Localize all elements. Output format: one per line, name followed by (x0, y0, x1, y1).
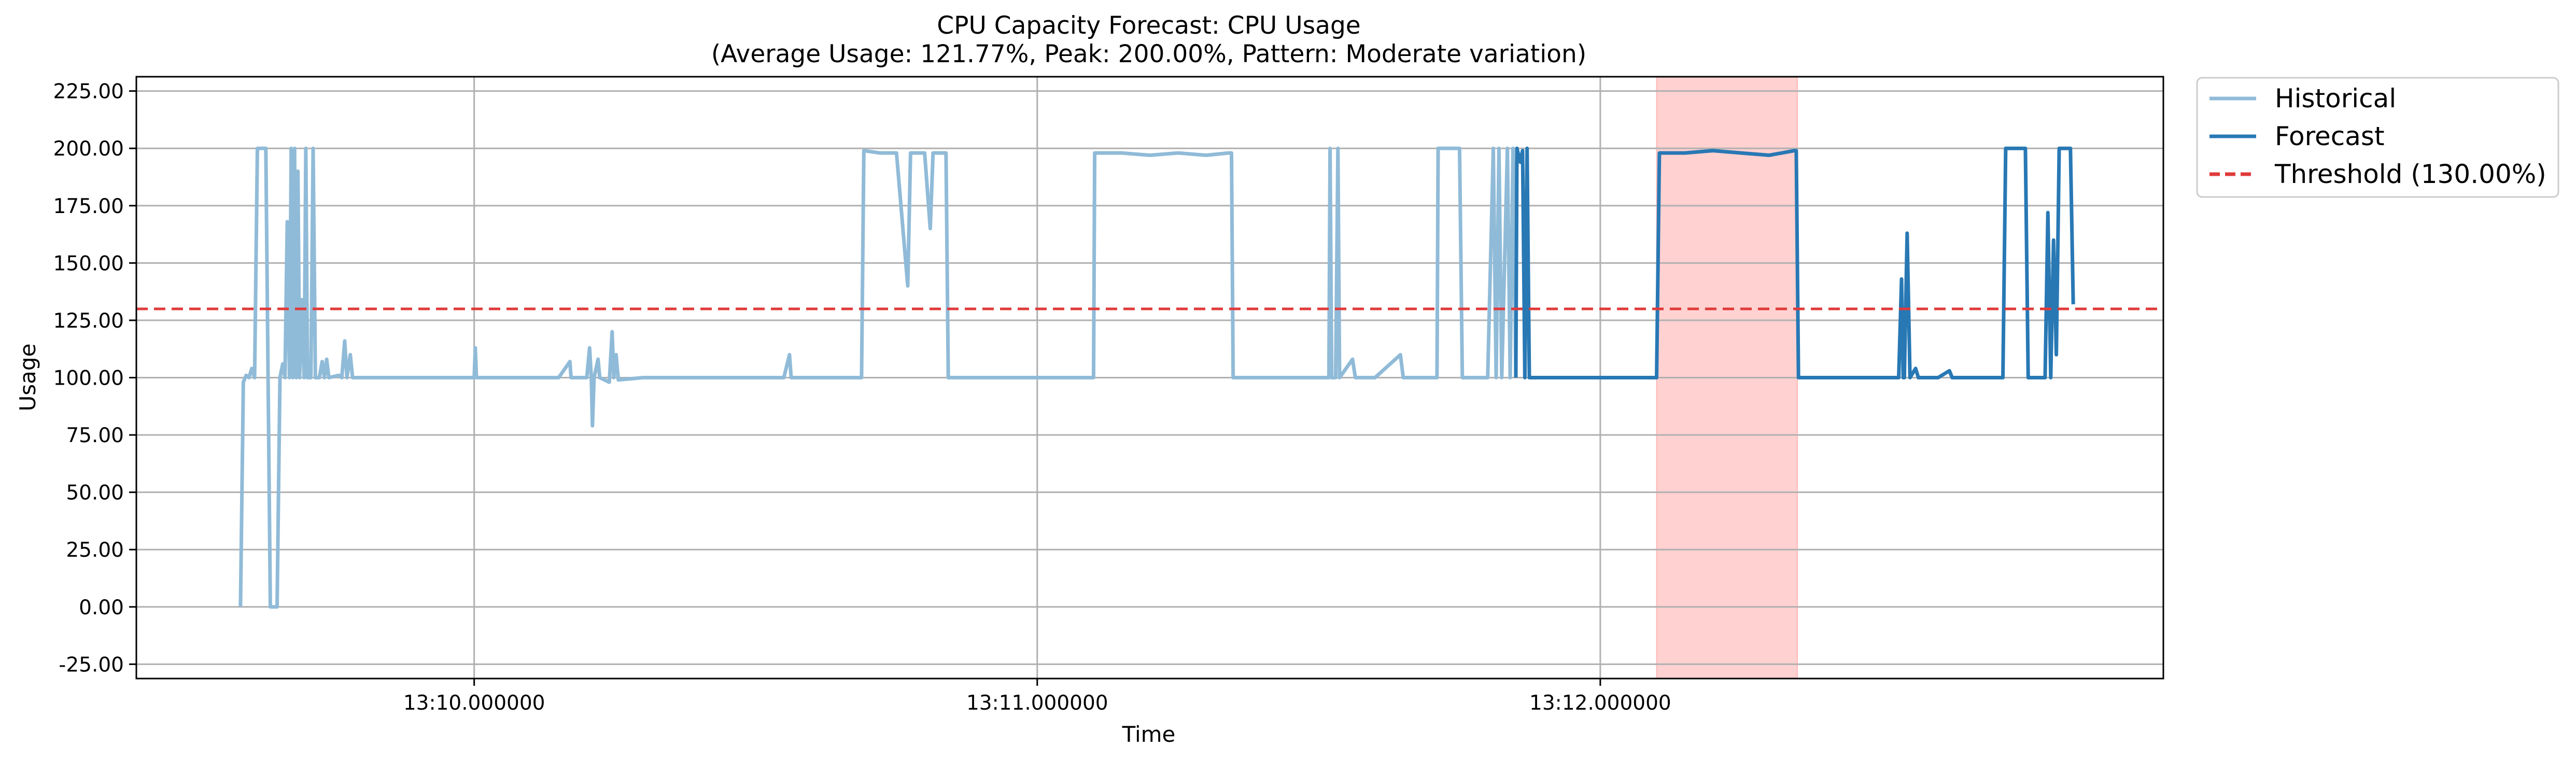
x-axis-label: Time (1122, 722, 1176, 747)
y-tick-label: 25.00 (66, 539, 124, 562)
chart-title: CPU Capacity Forecast: CPU Usage (937, 11, 1360, 40)
y-tick-label: 75.00 (66, 424, 124, 447)
y-tick-label: 0.00 (79, 596, 124, 619)
chart-subtitle: (Average Usage: 121.77%, Peak: 200.00%, … (711, 40, 1586, 68)
y-tick-label: 200.00 (53, 137, 124, 161)
legend: Historical Forecast Threshold (130.00%) (2196, 77, 2559, 198)
x-tick-label: 13:12.000000 (1529, 692, 1671, 715)
y-tick-label: -25.00 (59, 653, 124, 676)
y-tick-label: 175.00 (53, 195, 124, 218)
y-tick-label: 125.00 (53, 309, 124, 333)
y-axis-label: Usage (15, 344, 40, 412)
y-tick-label: 50.00 (66, 482, 124, 505)
y-tick-label: 225.00 (53, 80, 124, 104)
y-tick-label: 100.00 (53, 367, 124, 390)
legend-box (2196, 77, 2559, 198)
legend-label-forecast: Forecast (2275, 121, 2385, 151)
y-tick-label: 150.00 (53, 252, 124, 275)
x-tick-label: 13:11.000000 (966, 692, 1108, 715)
series-line-forecast (1514, 146, 2075, 379)
legend-label-historical: Historical (2275, 83, 2396, 114)
x-tick-label: 13:10.000000 (403, 692, 545, 715)
legend-label-threshold: Threshold (130.00%) (2274, 159, 2546, 189)
series-line-historical (238, 146, 1518, 609)
